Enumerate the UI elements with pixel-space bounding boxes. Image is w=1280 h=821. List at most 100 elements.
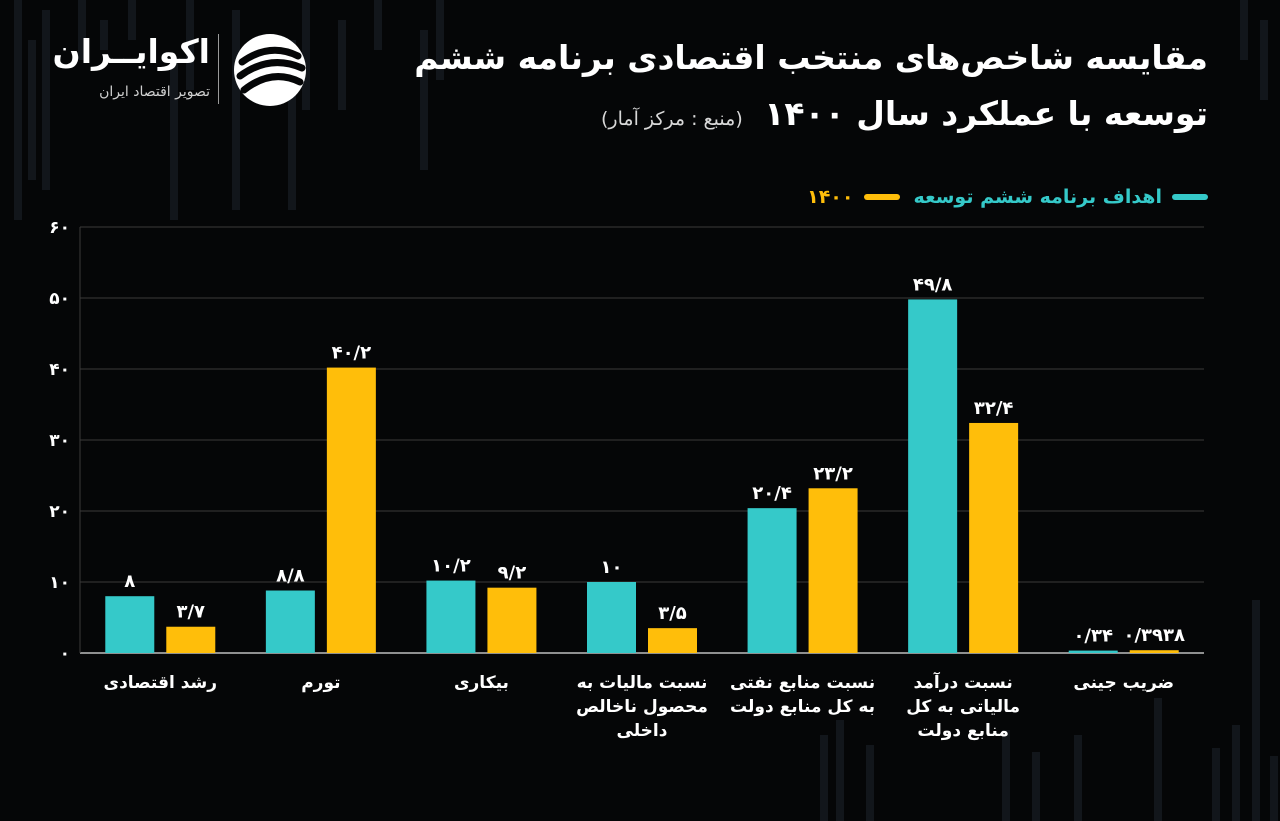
logo-name: اکوایــران	[52, 32, 210, 71]
background-candle	[302, 0, 310, 110]
category-label: نسبت منابع نفتی به کل منابع دولت	[730, 673, 875, 717]
legend: اهداف برنامه ششم توسعه ۱۴۰۰	[807, 186, 1208, 208]
legend-label-target: اهداف برنامه ششم توسعه	[913, 186, 1163, 208]
category-label-line: نسبت درآمد	[914, 671, 1013, 693]
chart-title: مقایسه شاخص‌های منتخب اقتصادی برنامه ششم…	[414, 30, 1208, 147]
background-candle	[288, 40, 296, 210]
category-label: بیکاری	[454, 673, 509, 693]
y-tick-label: ۵۰	[49, 289, 70, 309]
category-label-line: نسبت مالیات به	[577, 673, 708, 693]
background-candle	[186, 0, 194, 90]
bar-actual	[1129, 650, 1179, 653]
y-tick-label: ۴۰	[49, 360, 70, 380]
background-candle	[28, 40, 36, 180]
category-label: ضریب جینی	[1073, 673, 1174, 693]
background-candle	[14, 0, 22, 220]
background-candle	[338, 20, 346, 110]
background-candle	[1002, 730, 1010, 821]
logo-tagline: تصویر اقتصاد ایران	[99, 84, 210, 100]
data-label-target: ۸	[124, 571, 135, 592]
category-label-line: داخلی	[617, 721, 668, 741]
background-candle	[374, 0, 382, 50]
background-candle	[1260, 20, 1268, 100]
category-label: نسبت درآمد مالیاتی به کل منابع دولت	[906, 671, 1020, 741]
category-label-line: مالیاتی به کل	[906, 697, 1020, 717]
background-candle	[436, 0, 444, 80]
background-candle	[170, 60, 178, 220]
background-candle	[866, 745, 874, 821]
y-tick-label: ۲۰	[49, 502, 70, 522]
legend-item-target: اهداف برنامه ششم توسعه	[913, 186, 1208, 208]
bar-actual	[808, 488, 858, 653]
legend-label-actual: ۱۴۰۰	[807, 186, 854, 208]
bar-actual	[969, 422, 1019, 653]
bar-target	[908, 299, 958, 653]
background-candle	[1154, 698, 1162, 821]
category-label-line: منابع دولت	[917, 721, 1008, 741]
data-label-target: ۱۰	[601, 557, 623, 578]
y-tick-label: ۱۰	[49, 573, 70, 593]
bar-target	[587, 582, 636, 653]
data-label-target: ۸/۸	[276, 566, 305, 587]
background-candle	[1240, 0, 1248, 60]
bar-target	[426, 580, 476, 653]
data-label-target: ۴۹/۸	[913, 274, 953, 295]
background-candle	[128, 0, 136, 40]
background-candle	[820, 735, 828, 821]
logo-mark-icon	[234, 34, 306, 106]
data-label-actual: ۰/۳۹۳۸	[1123, 625, 1185, 646]
data-label-target: ۲۰/۴	[752, 483, 792, 504]
background-candle	[1032, 752, 1040, 821]
category-label: نسبت مالیات به محصول ناخالص داخلی	[576, 673, 708, 741]
bar-actual	[487, 587, 537, 653]
category-label: رشد اقتصادی	[103, 673, 217, 693]
y-tick-label: ۶۰	[49, 218, 70, 238]
title-line-2-text: توسعه با عملکرد سال ۱۴۰۰	[764, 94, 1208, 133]
background-candle	[1212, 748, 1220, 821]
category-label-line: بیکاری	[454, 673, 509, 693]
legend-swatch-target	[1172, 194, 1208, 200]
background-candle	[1232, 725, 1240, 821]
title-line-2: توسعه با عملکرد سال ۱۴۰۰ (منبع : مرکز آم…	[414, 86, 1208, 147]
category-label-line: نسبت منابع نفتی	[730, 673, 875, 693]
category-label-line: تورم	[301, 673, 340, 693]
data-label-actual: ۳۲/۴	[974, 398, 1014, 419]
category-label-line: ضریب جینی	[1073, 673, 1174, 693]
background-candle	[1270, 756, 1278, 821]
y-tick-label: ۳۰	[49, 431, 70, 451]
legend-item-actual: ۱۴۰۰	[807, 186, 900, 208]
category-label-line: رشد اقتصادی	[103, 673, 217, 693]
y-tick-label: ۰	[60, 644, 70, 664]
data-label-actual: ۴۰/۲	[332, 343, 372, 364]
background-candle	[1252, 600, 1260, 821]
category-label: تورم	[301, 673, 340, 693]
data-label-actual: ۳/۵	[658, 603, 687, 624]
category-label-line: محصول ناخالص	[576, 697, 708, 717]
bar-target	[105, 596, 155, 653]
bar-actual	[326, 367, 376, 653]
background-candle	[42, 10, 50, 190]
data-label-actual: ۲۳/۲	[813, 463, 853, 484]
data-label-target: ۱۰/۲	[431, 556, 471, 577]
legend-swatch-actual	[863, 194, 900, 200]
background-candle	[836, 720, 844, 821]
bar-target	[747, 508, 797, 653]
data-label-target: ۰/۳۴	[1073, 626, 1113, 647]
background-candle	[78, 0, 86, 60]
background-candle	[1074, 735, 1082, 821]
data-label-actual: ۳/۷	[177, 602, 206, 623]
bar-target	[265, 590, 315, 653]
logo-divider	[218, 34, 219, 104]
background-candle	[232, 10, 240, 210]
title-line-1: مقایسه شاخص‌های منتخب اقتصادی برنامه ششم	[414, 38, 1208, 77]
background-candle	[100, 20, 108, 50]
data-label-actual: ۹/۲	[498, 563, 527, 584]
background-candle	[420, 30, 428, 170]
bar-target	[1068, 650, 1118, 653]
bar-actual	[166, 626, 216, 653]
bar-actual	[648, 628, 697, 653]
category-label-line: به کل منابع دولت	[730, 697, 875, 717]
source-note: (منبع : مرکز آمار)	[601, 108, 743, 130]
